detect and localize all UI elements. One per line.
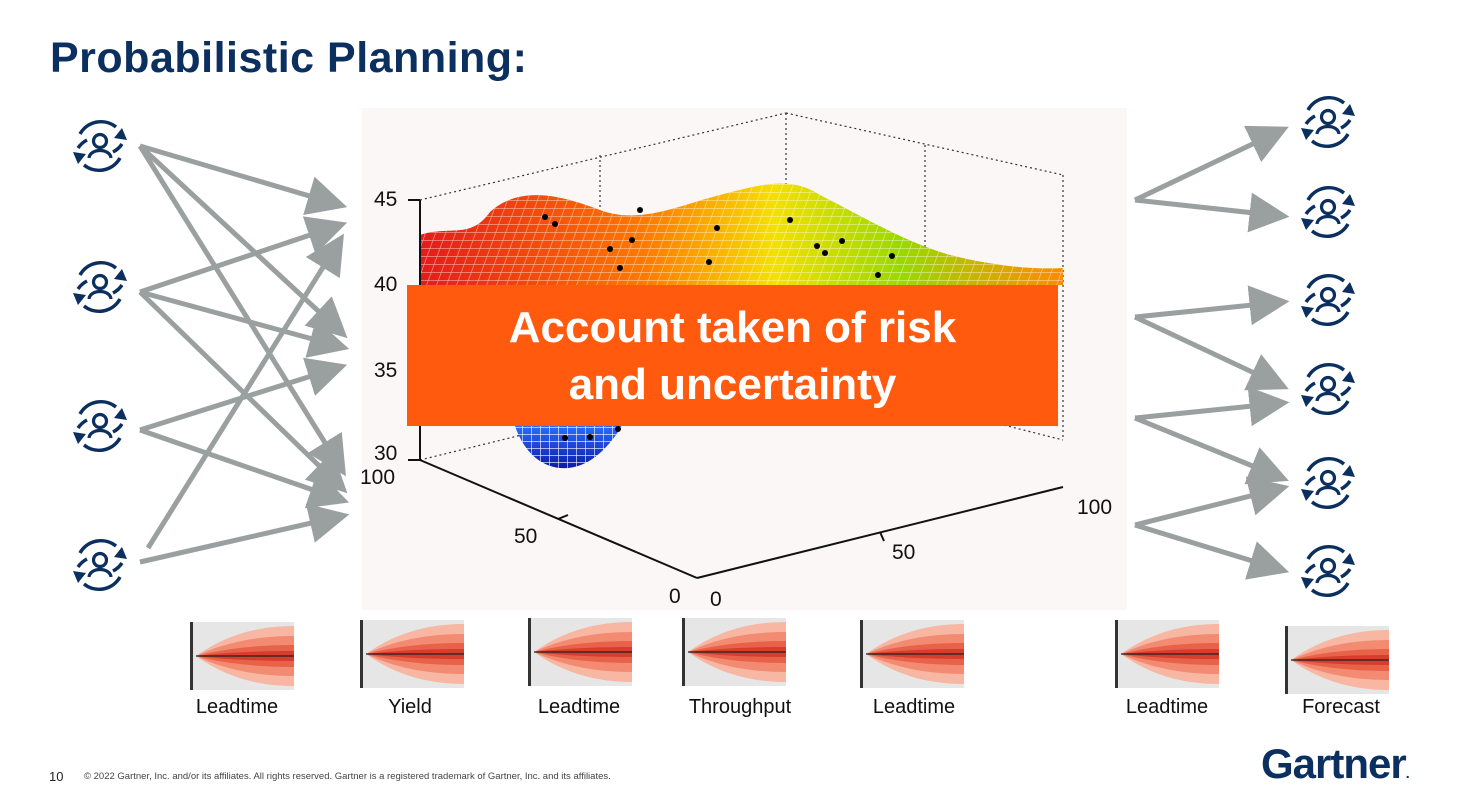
right-arrow-8	[1134, 522, 1290, 580]
left-arrow-3	[137, 144, 346, 477]
right-person-cycle-icon-6	[1301, 544, 1355, 598]
right-axis-tick-100: 100	[1077, 496, 1113, 519]
fan-chart-3	[528, 618, 632, 686]
left-arrow-5	[139, 289, 350, 358]
left-axis-tick-50: 50	[514, 525, 538, 548]
left-person-cycle-icon-1	[73, 119, 127, 173]
fan-chart-4	[682, 618, 786, 686]
surface-mesh	[420, 183, 1063, 469]
callout-line-2: and uncertainty	[568, 359, 897, 409]
right-arrow-4	[1133, 314, 1289, 391]
left-person-cycle-icon-3	[73, 399, 127, 453]
copyright-notice: © 2022 Gartner, Inc. and/or its affiliat…	[84, 771, 611, 782]
fan-label-leadtime-2: Leadtime	[537, 696, 621, 718]
z-tick-30: 30	[374, 442, 398, 465]
fan-label-yield: Yield	[388, 696, 432, 718]
right-arrow-6	[1134, 415, 1289, 485]
logo-wordmark: Gartner	[1261, 740, 1407, 787]
right-person-cycle-icon-3	[1301, 273, 1355, 327]
left-person-cycle-icon-2	[73, 260, 127, 314]
left-person-cycle-icon-4	[73, 538, 127, 592]
fan-label-forecast: Forecast	[1302, 696, 1380, 718]
left-arrow-8	[139, 427, 350, 509]
gartner-logo: Gartner.	[1261, 740, 1410, 788]
right-person-cycle-icon-4	[1301, 362, 1355, 416]
right-arrow-1	[1133, 125, 1289, 203]
right-person-cycle-icon-5	[1301, 456, 1355, 510]
left-axis-tick-100: 100	[360, 466, 396, 489]
left-axis-tick-0: 0	[669, 585, 681, 608]
logo-mark: .	[1405, 765, 1410, 781]
arrows-right	[1133, 125, 1290, 580]
z-tick-35: 35	[374, 359, 398, 382]
right-axis-tick-50: 50	[892, 541, 916, 564]
fan-chart-5	[860, 620, 964, 688]
right-person-cycle-icon-2	[1301, 185, 1355, 239]
fan-chart-6	[1115, 620, 1219, 688]
fan-chart-7	[1285, 626, 1389, 694]
fan-label-throughput: Throughput	[688, 696, 792, 718]
fan-chart-1	[190, 622, 294, 690]
surface-data-points	[542, 207, 895, 441]
right-arrow-5	[1134, 386, 1290, 427]
left-arrow-9	[145, 233, 344, 550]
fan-label-leadtime-3: Leadtime	[872, 696, 956, 718]
right-axis-tick-0: 0	[710, 588, 722, 611]
left-arrow-4	[139, 216, 348, 295]
left-arrow-1	[139, 143, 348, 215]
fan-label-leadtime-4: Leadtime	[1125, 696, 1209, 718]
fan-chart-2	[360, 620, 464, 688]
left-arrow-2	[138, 144, 348, 339]
left-arrow-6	[138, 290, 348, 494]
page-number: 10	[49, 769, 64, 784]
callout-line-1: Account taken of risk	[508, 302, 957, 352]
node-icons	[73, 95, 1355, 598]
fan-label-leadtime-1: Leadtime	[195, 696, 279, 718]
left-arrow-10	[139, 503, 350, 565]
right-arrow-3	[1134, 285, 1290, 326]
right-arrow-2	[1134, 192, 1290, 233]
page-title: Probabilistic Planning:	[50, 34, 528, 82]
z-tick-45: 45	[374, 188, 398, 211]
risk-callout: Account taken of risk and uncertainty	[407, 285, 1058, 426]
arrows-left	[137, 143, 350, 565]
right-arrow-7	[1134, 476, 1290, 528]
z-tick-40: 40	[374, 273, 398, 296]
fan-chart-graphics	[190, 618, 1389, 694]
right-person-cycle-icon-1	[1301, 95, 1355, 149]
